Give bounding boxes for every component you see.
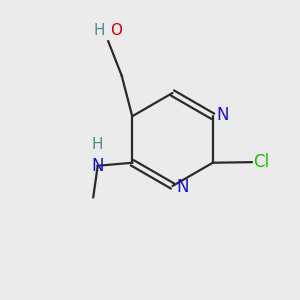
Text: Cl: Cl (253, 153, 269, 171)
Text: N: N (216, 106, 229, 124)
Text: H: H (94, 22, 105, 38)
Text: N: N (176, 178, 189, 196)
Text: N: N (92, 157, 104, 175)
Text: H: H (92, 137, 103, 152)
Text: O: O (110, 22, 122, 38)
